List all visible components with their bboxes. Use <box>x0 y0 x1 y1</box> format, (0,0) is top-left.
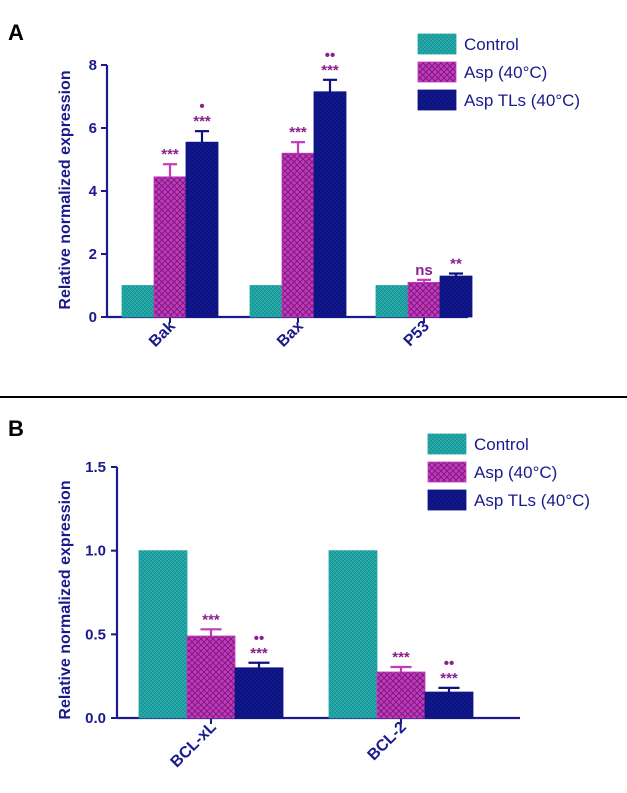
panel-a-legend-label-asp-40-c: Asp (40°C) <box>464 63 547 82</box>
panel-a-legend-swatch-asp-40-c <box>417 61 457 83</box>
panel-a-y-axis-title: Relative normalized expression <box>57 70 74 309</box>
panel-a-bar-asp-40-c-bax <box>281 152 315 318</box>
panel-b-significance-label: *** <box>392 649 410 666</box>
panel-a-significance-label: ** <box>450 256 462 273</box>
panel-a-bar-control-bax <box>249 285 283 318</box>
panel-b-significance-label: *** <box>440 670 458 687</box>
panel-b-legend-swatch-asp-40-c <box>427 461 467 483</box>
panel-b-legend-label-asp-40-c: Asp (40°C) <box>474 463 557 482</box>
panel-b-significance-label: *** <box>250 645 268 662</box>
panel-b-bar-control-bcl-xl <box>138 550 188 719</box>
panel-a-legend-swatch-control <box>417 33 457 55</box>
panel-a-bar-control-p53 <box>375 285 409 318</box>
panel-b-bar-asp-tls-40-c-bcl-xl <box>234 667 284 719</box>
panel-a-letter: A <box>8 20 24 45</box>
panel-b-y-tick-label: 1.0 <box>85 543 106 560</box>
panel-a-legend-label-asp-tls-40-c: Asp TLs (40°C) <box>464 91 580 110</box>
panel-b-bar-asp-40-c-bcl-xl <box>186 635 236 719</box>
panel-a-legend-swatch-asp-tls-40-c <box>417 89 457 111</box>
panel-b-x-tick-label-bcl-2: BCL-2 <box>364 719 409 764</box>
panel-a-bar-asp-40-c-p53 <box>407 281 441 318</box>
panel-a-significance-label: ns <box>415 262 433 279</box>
panel-a-x-tick-label-bax: Bax <box>274 318 307 351</box>
panel-a: A Relative normalized expression 0 2 4 6 8 Ba… <box>8 20 580 351</box>
panel-a-bar-asp-40-c-bak <box>153 176 187 318</box>
panel-b-bar-asp-40-c-bcl-2 <box>376 671 426 719</box>
panel-a-bar-asp-tls-40-c-bak <box>185 141 219 318</box>
panel-b-legend-label-asp-tls-40-c: Asp TLs (40°C) <box>474 491 590 510</box>
panel-a-y-tick-label: 0 <box>89 309 97 326</box>
panel-a-significance-dots: • <box>199 98 204 115</box>
panel-a-x-tick-label-p53: P53 <box>401 318 433 350</box>
panel-a-legend: Control Asp (40°C) Asp TLs (40°C) <box>417 33 580 111</box>
panel-b-y-tick-label: 1.5 <box>85 459 106 476</box>
panel-a-significance-label: *** <box>161 146 179 163</box>
panel-a-bar-control-bak <box>121 285 155 318</box>
panel-a-significance-label: *** <box>289 124 307 141</box>
panel-b-legend-swatch-control <box>427 433 467 455</box>
panel-b-y-axis-title: Relative normalized expression <box>57 480 74 719</box>
panel-b-significance-dots: •• <box>254 630 265 647</box>
panel-b-legend-label-control: Control <box>474 435 529 454</box>
panel-a-bar-asp-tls-40-c-bax <box>313 91 347 318</box>
panel-b-significance-dots: •• <box>444 655 455 672</box>
panel-a-y-tick-label: 4 <box>89 183 98 200</box>
panel-b-y-tick-label: 0.0 <box>85 710 106 727</box>
panel-b-legend: Control Asp (40°C) Asp TLs (40°C) <box>427 433 590 511</box>
panel-a-y-tick-label: 8 <box>89 57 97 74</box>
panel-b: B Relative normalized expression 0.0 0.5 1… <box>8 416 590 771</box>
panel-a-y-tick-label: 2 <box>89 246 97 263</box>
panel-b-y-tick-label: 0.5 <box>85 626 106 643</box>
panel-a-significance-label: *** <box>321 62 339 79</box>
panel-b-significance-label: *** <box>202 611 220 628</box>
panel-b-bar-asp-tls-40-c-bcl-2 <box>424 691 474 719</box>
panel-a-significance-dots: •• <box>325 47 336 64</box>
panel-a-legend-label-control: Control <box>464 35 519 54</box>
panel-a-significance-label: *** <box>193 113 211 130</box>
panel-b-letter: B <box>8 416 24 441</box>
panel-b-legend-swatch-asp-tls-40-c <box>427 489 467 511</box>
panel-b-x-tick-label-bcl-xl: BCL-xL <box>168 719 220 771</box>
panel-a-y-tick-label: 6 <box>89 120 97 137</box>
panel-a-bar-asp-tls-40-c-p53 <box>439 275 473 318</box>
panel-a-x-tick-label-bak: Bak <box>146 318 179 351</box>
panel-b-bar-control-bcl-2 <box>328 550 378 719</box>
